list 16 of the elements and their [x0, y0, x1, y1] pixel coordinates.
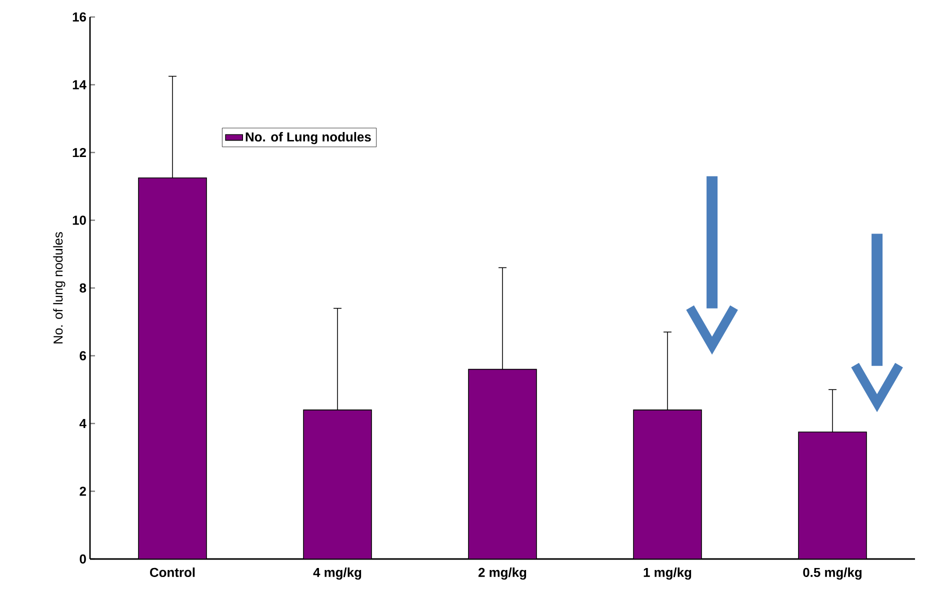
y-axis-title: No. of lung nodules	[53, 232, 66, 344]
x-tick-label: 0.5 mg/kg	[803, 567, 862, 580]
x-tick-label: 2 mg/kg	[478, 567, 526, 580]
y-tick-label: 0	[80, 554, 86, 564]
y-tick-label: 6	[80, 351, 86, 360]
y-tick-label: 2	[80, 486, 86, 496]
x-tick-label: Control	[150, 567, 195, 578]
x-tick-label: 1 mg/kg	[644, 567, 692, 580]
x-tick-label: 4 mg/kg	[313, 567, 362, 580]
legend-label: No. of Lung nodules	[246, 132, 371, 144]
y-tick-label: 12	[72, 148, 86, 158]
y-tick-label: 16	[72, 12, 86, 22]
y-tick-label: 14	[72, 80, 86, 90]
y-tick-label: 8	[80, 283, 86, 293]
y-tick-label: 4	[79, 419, 86, 428]
y-tick-label: 10	[72, 216, 86, 225]
